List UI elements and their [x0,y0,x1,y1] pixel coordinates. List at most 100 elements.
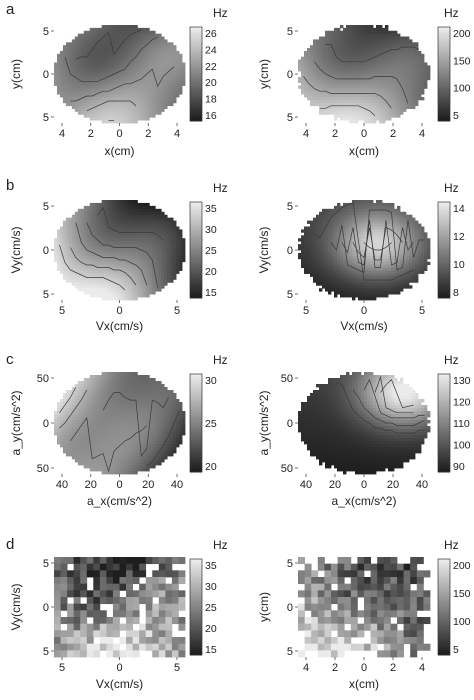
heat-cell [152,273,156,277]
heat-cell [367,250,371,254]
heat-cell [134,53,138,58]
heat-cell [388,56,392,60]
heat-cell [364,220,368,224]
x-tick-label: 5 [303,305,309,317]
heat-cell [131,105,135,109]
heat-cell [370,27,374,32]
heat-cell [373,76,377,81]
heat-cell [155,229,159,233]
heat-cell [143,50,147,55]
heat-cell [382,74,386,78]
heat-cell [400,288,404,292]
heat-cell [80,235,85,239]
heat-cell [143,258,147,263]
heat-cell [340,30,344,35]
heat-cell [95,250,100,254]
heat-cell [158,285,162,289]
heat-cell [301,252,305,257]
heat-cell [415,59,419,63]
colorbar-segment [438,252,450,256]
heat-cell [394,62,398,66]
heat-cell [346,291,350,295]
heat-cell [343,50,347,55]
heat-cell [176,258,180,263]
heat-cell [122,214,126,219]
heat-cell [143,45,147,49]
heat-cell [80,94,85,98]
heat-cell [146,279,150,283]
heat-cell [379,50,383,55]
heat-cell [334,79,338,84]
heat-cell [364,30,368,35]
heat-cell [161,229,165,233]
heat-cell [137,97,141,101]
heat-cell [337,285,341,289]
heat-cell [331,59,335,63]
heat-cell [104,48,108,52]
heat-cell [113,105,117,109]
heat-cell [77,50,82,55]
heat-cell [137,261,141,266]
heat-cell [403,99,407,104]
heat-cell [373,220,377,224]
heat-cell [397,214,401,219]
colorbar-segment [438,116,450,120]
heat-cell [74,267,79,271]
heat-cell [137,53,141,58]
x-tick-label: 4 [419,128,425,140]
heat-cell [182,68,186,72]
heat-cell [131,211,135,216]
heat-cell [343,59,347,63]
heat-cell [319,76,323,81]
heat-cell [391,288,395,292]
heat-cell [140,264,144,269]
heat-cell [95,39,100,43]
heat-cell [328,214,332,219]
heat-cell [74,226,79,230]
heat-cell [158,273,162,277]
heat-cell [325,255,329,260]
heat-cell [421,68,425,72]
heat-cell [352,220,356,224]
heat-cell [143,270,147,274]
colorbar-segment [438,48,450,51]
heat-cell [164,214,168,219]
heat-cell [89,202,94,207]
heat-cell [137,91,141,95]
heat-cell [86,36,91,40]
heat-cell [170,82,174,86]
heat-cell [379,36,383,40]
heat-cell [409,258,413,263]
heat-cell [89,214,94,219]
heat-cell [92,241,97,245]
heat-cell [95,273,100,277]
x-tick-label: 2 [390,128,396,140]
heat-cell [56,82,61,86]
heat-cell [358,50,362,55]
heat-cell [394,99,398,104]
heat-cell [158,244,162,248]
heat-cell [367,235,371,239]
heat-cell [373,217,377,221]
heat-cell [116,39,120,43]
heat-cell [62,88,67,92]
heat-cell [418,82,422,86]
heat-cell [83,30,88,35]
heat-cell [394,111,398,115]
heat-cell [119,267,123,271]
heat-cell [301,247,305,251]
heat-cell [134,202,138,207]
heat-cell [71,247,76,251]
heat-cell [406,226,410,230]
heat-cell [77,59,82,63]
heat-cell [367,294,371,298]
heat-cell [403,214,407,219]
heat-cell [140,211,144,216]
heat-cell [164,247,168,251]
heat-cell [167,261,171,266]
heat-cell [128,223,132,227]
heat-cell [313,255,317,260]
heat-cell [173,48,177,52]
heat-cell [364,85,368,89]
